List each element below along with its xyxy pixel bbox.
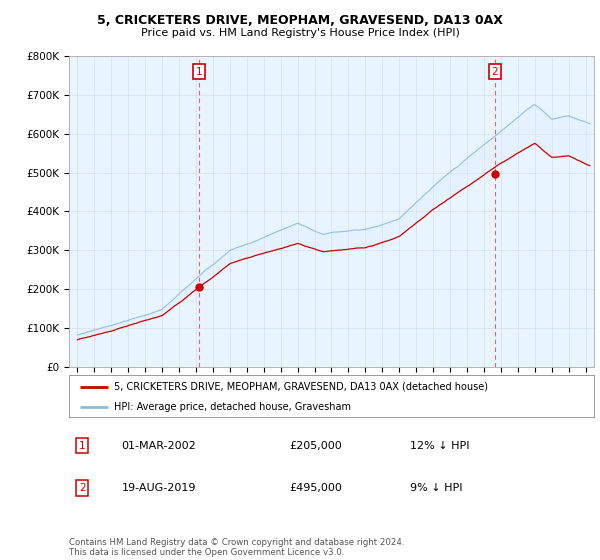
Text: 5, CRICKETERS DRIVE, MEOPHAM, GRAVESEND, DA13 0AX (detached house): 5, CRICKETERS DRIVE, MEOPHAM, GRAVESEND,… <box>113 382 488 392</box>
Text: 12% ↓ HPI: 12% ↓ HPI <box>410 441 470 451</box>
Text: £205,000: £205,000 <box>290 441 342 451</box>
Text: 19-AUG-2019: 19-AUG-2019 <box>121 483 196 493</box>
Text: 9% ↓ HPI: 9% ↓ HPI <box>410 483 463 493</box>
Text: 2: 2 <box>491 67 498 77</box>
Text: 2: 2 <box>79 483 85 493</box>
Text: 01-MAR-2002: 01-MAR-2002 <box>121 441 196 451</box>
Text: Contains HM Land Registry data © Crown copyright and database right 2024.
This d: Contains HM Land Registry data © Crown c… <box>69 538 404 557</box>
Text: 1: 1 <box>79 441 85 451</box>
Text: £495,000: £495,000 <box>290 483 343 493</box>
Text: 5, CRICKETERS DRIVE, MEOPHAM, GRAVESEND, DA13 0AX: 5, CRICKETERS DRIVE, MEOPHAM, GRAVESEND,… <box>97 14 503 27</box>
Text: HPI: Average price, detached house, Gravesham: HPI: Average price, detached house, Grav… <box>113 402 350 412</box>
Text: Price paid vs. HM Land Registry's House Price Index (HPI): Price paid vs. HM Land Registry's House … <box>140 28 460 38</box>
Text: 1: 1 <box>196 67 202 77</box>
